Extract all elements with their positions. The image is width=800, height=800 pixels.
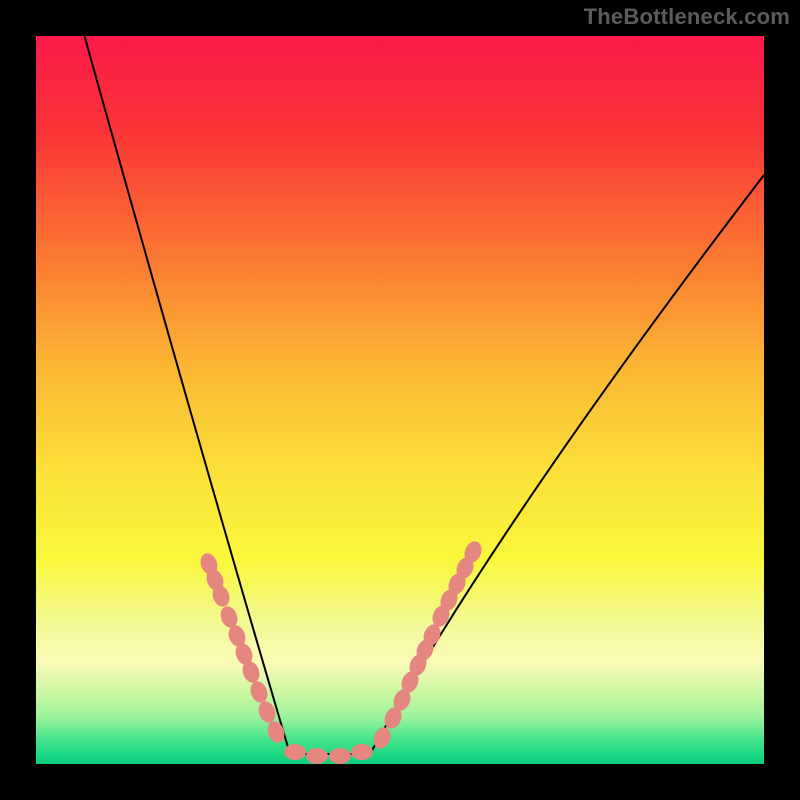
bead [265, 719, 288, 745]
bead [329, 748, 351, 764]
bead [284, 744, 306, 760]
bead [248, 679, 271, 705]
bead [306, 748, 328, 764]
watermark-text: TheBottleneck.com [584, 4, 790, 30]
stage: TheBottleneck.com [0, 0, 800, 800]
bead [351, 744, 373, 760]
bead-chain [198, 539, 485, 764]
curve-layer [0, 0, 800, 800]
